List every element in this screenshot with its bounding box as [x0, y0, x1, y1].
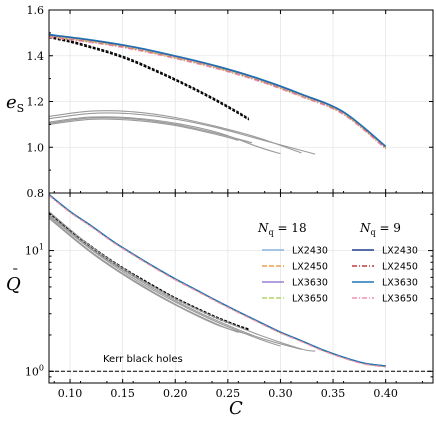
colored-curve-3 — [49, 194, 386, 367]
colored-curve-8 — [49, 36, 387, 150]
top-ylabel: eS — [6, 92, 24, 115]
black-dashed-curve — [49, 36, 250, 121]
colored-curve-2 — [49, 35, 387, 149]
top-grid — [49, 9, 433, 194]
legend-title-nq18: Nq = 18 — [257, 221, 307, 237]
legend-label-nq9-lx3630: LX3630 — [382, 278, 418, 289]
colored-curve-7 — [49, 33, 387, 147]
bottom-grid — [49, 193, 433, 383]
gray-curve — [49, 213, 302, 350]
legend-label-nq9-lx2450: LX2450 — [382, 262, 418, 273]
colored-curve-7 — [49, 193, 386, 367]
colored-curve-1 — [49, 35, 387, 148]
axis-ticks — [49, 9, 433, 383]
xtick-label: 0.30 — [268, 387, 293, 400]
colored-curve-4 — [49, 36, 387, 149]
gray-curve — [49, 116, 281, 155]
axis-tick-labels: 1.0 1.2 1.4 1.6 0.8 100 101 0.10 0.15 0.20 0.25 0.3… — [25, 4, 398, 400]
gray-curve — [49, 217, 253, 337]
kerr-annotation: Kerr black holes — [103, 354, 183, 365]
xtick-label: 0.40 — [373, 387, 398, 400]
colored-curve-8 — [49, 194, 386, 368]
top-ytick-label: 1.4 — [27, 50, 45, 63]
gray-curve — [49, 118, 239, 141]
xtick-label: 0.15 — [110, 387, 135, 400]
black-dashed-curve — [49, 35, 250, 119]
legend-title-nq9: Nq = 9 — [359, 221, 401, 237]
top-ytick-label: 1.0 — [27, 141, 45, 154]
legend-label-nq18-lx3650: LX3650 — [292, 294, 328, 305]
gray-curve — [49, 110, 302, 154]
gray-curve — [49, 117, 253, 144]
legend-label-nq9-lx2430: LX2430 — [382, 246, 418, 257]
bottom-ytick-label: 101 — [25, 243, 44, 258]
bottom-panel-frame — [48, 192, 434, 384]
xtick-label: 0.20 — [163, 387, 188, 400]
legend: Nq = 18 Nq = 9 LX2430 LX2450 LX3630 LX3650 L… — [257, 221, 418, 305]
colored-curve-6 — [49, 194, 386, 368]
xtick-label: 0.10 — [58, 387, 83, 400]
colored-curve-5 — [49, 194, 386, 367]
top-ytick-label: 1.6 — [27, 4, 45, 17]
top-series — [49, 33, 387, 155]
colored-curve-5 — [49, 34, 387, 147]
xtick-label: 0.35 — [321, 387, 346, 400]
top-ytick-label-bottom: 0.8 — [27, 187, 45, 200]
xtick-label: 0.25 — [216, 387, 241, 400]
black-dashed-curve — [49, 212, 250, 331]
colored-curve-1 — [49, 194, 386, 367]
colored-curve-2 — [49, 194, 386, 368]
black-dashed-curve — [49, 211, 250, 330]
legend-label-nq9-lx3650: LX3650 — [382, 294, 418, 305]
legend-label-nq18-lx2430: LX2430 — [292, 246, 328, 257]
colored-curve-4 — [49, 194, 386, 368]
top-ytick-label: 1.2 — [27, 96, 45, 109]
xlabel: C — [229, 398, 243, 419]
gray-curve — [49, 112, 316, 155]
legend-label-nq18-lx2450: LX2450 — [292, 262, 328, 273]
colored-curve-3 — [49, 34, 387, 148]
legend-label-nq18-lx3630: LX3630 — [292, 278, 328, 289]
bottom-ytick-label: 100 — [25, 363, 44, 378]
bottom-ylabel: Q¯ — [6, 267, 21, 295]
gray-curve — [49, 215, 281, 347]
bottom-series — [49, 193, 433, 372]
